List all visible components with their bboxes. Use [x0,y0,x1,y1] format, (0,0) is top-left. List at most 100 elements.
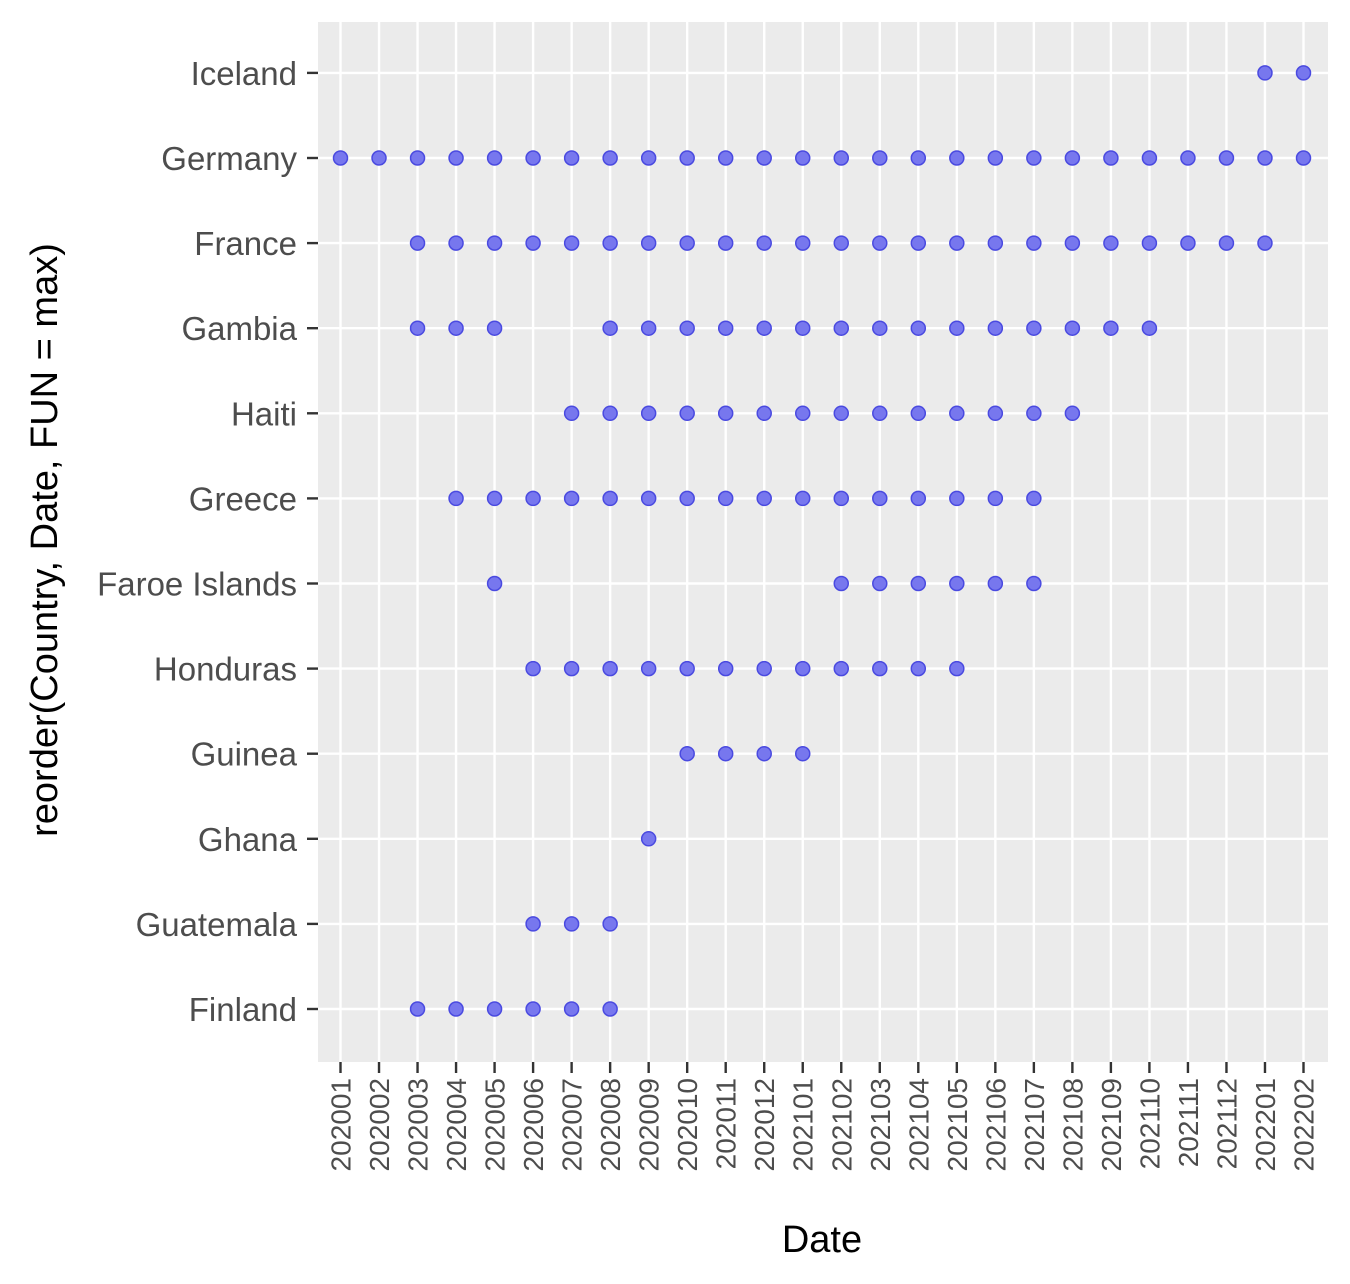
data-point [910,575,927,592]
data-point [1103,235,1119,251]
data-point [949,490,965,507]
y-tick-label: Iceland [191,55,297,92]
x-tick-label: 202105 [942,1078,973,1171]
data-point [563,660,580,677]
data-point [910,490,927,507]
data-point [563,405,580,422]
data-point [679,150,695,166]
y-tick-label: Guatemala [136,906,298,943]
data-point [717,150,734,166]
data-point [1026,150,1042,166]
x-tick-label: 202104 [903,1078,934,1171]
x-tick-label: 202102 [826,1078,857,1171]
data-point [486,1001,503,1017]
x-tick-label: 202201 [1250,1078,1281,1171]
data-point [1141,320,1158,336]
x-tick-label: 202006 [518,1078,549,1171]
data-point [525,1001,541,1017]
data-point [756,235,772,251]
data-point [679,320,695,336]
data-point [1141,150,1158,166]
data-point [640,660,657,677]
data-point [1026,320,1042,336]
data-point [717,745,734,762]
data-point [949,320,965,336]
data-point [1026,235,1042,251]
data-point [949,660,965,677]
x-tick-label: 202004 [441,1078,472,1171]
data-point [486,235,503,251]
data-point [409,1001,426,1017]
x-tick-label: 202103 [865,1078,896,1171]
data-point [602,235,618,251]
data-point [794,745,811,762]
y-tick-label: Haiti [231,395,297,432]
data-point [1218,235,1235,251]
plot-panel [318,22,1328,1062]
data-point [833,660,850,677]
data-point [409,320,426,336]
data-point [872,660,888,677]
y-tick-label: Honduras [154,651,297,688]
x-tick-label: 202111 [1173,1078,1204,1167]
data-point [987,235,1004,251]
data-point [525,150,541,166]
data-point [756,745,772,762]
data-point [371,150,387,166]
data-point [833,235,850,251]
data-point [987,405,1004,422]
y-tick-label: Greece [189,480,297,517]
data-point [563,150,580,166]
grid-lines [318,22,1328,1062]
x-tick-label: 202109 [1096,1078,1127,1171]
data-point [949,575,965,592]
data-point [525,916,541,932]
data-point [448,490,464,507]
data-point [872,405,888,422]
data-point [1026,405,1042,422]
data-point [563,235,580,251]
data-point [717,490,734,507]
data-point [949,405,965,422]
data-point [486,575,503,592]
data-point [717,405,734,422]
data-point [1180,235,1196,251]
data-point [833,575,850,592]
data-point [448,1001,464,1017]
data-point [987,150,1004,166]
data-point [563,490,580,507]
x-axis-title: Date [782,1219,862,1261]
x-tick-label: 202202 [1289,1078,1320,1171]
data-point [679,490,695,507]
data-point [910,660,927,677]
x-tick-label: 202107 [1019,1078,1050,1171]
data-point [1257,150,1273,166]
data-point [602,320,618,336]
x-tick-label: 202005 [480,1078,511,1171]
data-point [1257,65,1273,81]
x-tick-label: 202012 [749,1078,780,1171]
data-point [1026,575,1042,592]
x-tick-label: 202010 [672,1078,703,1171]
data-point [987,575,1004,592]
data-point [833,490,850,507]
data-point [872,490,888,507]
data-point [448,320,464,336]
y-tick-label: Germany [161,140,297,177]
data-point [679,745,695,762]
data-point [1064,320,1081,336]
data-point [602,1001,618,1017]
data-point [448,150,464,166]
data-point [794,660,811,677]
data-point [833,405,850,422]
data-point [717,235,734,251]
x-tick-label: 202001 [326,1078,357,1171]
data-point [872,150,888,166]
data-point [872,575,888,592]
data-point [1064,405,1081,422]
data-point [640,405,657,422]
data-point [640,490,657,507]
y-tick-label: Finland [189,991,297,1028]
x-tick-label: 202108 [1057,1078,1088,1171]
